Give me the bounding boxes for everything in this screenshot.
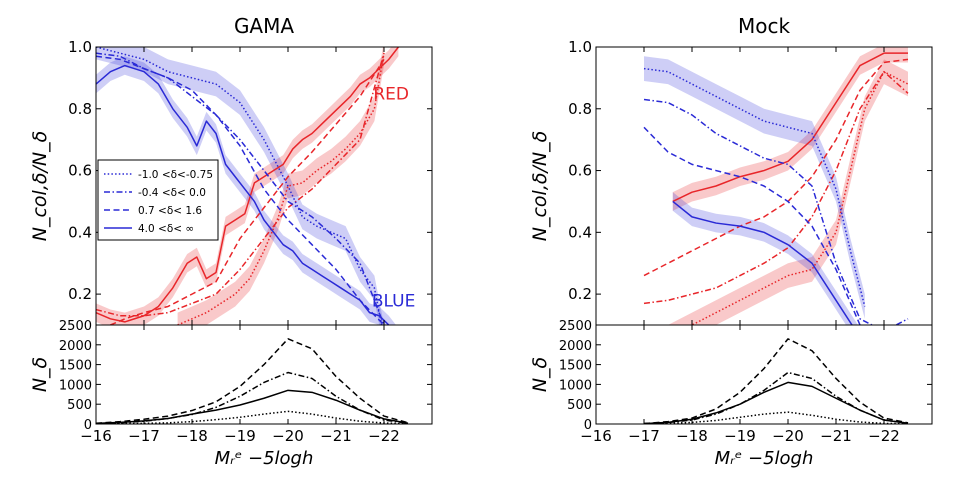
series-line [643, 338, 909, 424]
y-axis-label: N_col,δ/N_δ [29, 131, 51, 241]
x-tick-label: −17 [128, 427, 160, 445]
y-axis-label: N_δ [529, 357, 551, 392]
y-tick-label: 0 [584, 418, 592, 433]
series-line [96, 338, 409, 424]
confidence-band [96, 47, 399, 325]
series-line [110, 58, 385, 325]
series-line [177, 53, 385, 325]
series-line [643, 67, 866, 307]
y-tick-label: 1000 [59, 378, 92, 393]
series-line [96, 64, 390, 325]
series-line [643, 381, 909, 424]
y-tick-label: 0.4 [568, 223, 592, 241]
x-tick-label: −18 [176, 427, 208, 445]
legend-label: 4.0 <δ< ∞ [138, 223, 194, 235]
y-tick-label: 0.6 [68, 162, 92, 180]
chart-title: Mock [738, 14, 790, 38]
series-line [96, 389, 409, 424]
y-tick-label: 2500 [559, 319, 592, 334]
legend-label: -1.0 <δ<-0.75 [138, 169, 213, 181]
panel-frame [95, 324, 433, 425]
x-tick-label: −16 [80, 427, 112, 445]
panel-frame [595, 324, 933, 425]
annotation-label: BLUE [372, 291, 415, 311]
legend-label: -0.4 <δ< 0.0 [138, 187, 206, 199]
y-tick-label: 1.0 [568, 38, 592, 56]
y-tick-label: 1500 [559, 359, 592, 374]
series-line [96, 52, 385, 317]
y-tick-label: 500 [567, 398, 592, 413]
legend-box [97, 159, 219, 241]
x-tick-label: −21 [820, 427, 852, 445]
y-tick-label: 1000 [559, 378, 592, 393]
y-tick-label: 500 [67, 398, 92, 413]
x-axis-label: Mᵣᵉ −5logh [715, 448, 814, 469]
y-tick-label: 0.4 [68, 223, 92, 241]
series-line [643, 98, 909, 325]
series-line [643, 58, 909, 277]
y-tick-label: 2000 [59, 339, 92, 354]
x-tick-label: −16 [580, 427, 612, 445]
y-tick-label: 0.2 [68, 285, 92, 303]
series-line [672, 200, 853, 325]
x-axis-label: Mᵣᵉ −5logh [215, 448, 314, 469]
confidence-band [668, 59, 908, 325]
series-line [643, 70, 909, 305]
series-line [690, 70, 909, 325]
y-tick-label: 2500 [59, 319, 92, 334]
x-tick-label: −22 [868, 427, 900, 445]
panel-plot-area [643, 338, 909, 424]
x-tick-label: −19 [224, 427, 256, 445]
series-line [672, 52, 908, 203]
y-tick-label: 1500 [59, 359, 92, 374]
y-tick-label: 2000 [559, 339, 592, 354]
panel-plot-area [643, 47, 909, 325]
confidence-band [672, 47, 908, 211]
y-axis-label: N_col,δ/N_δ [529, 131, 551, 241]
x-tick-label: −20 [272, 427, 304, 445]
x-tick-label: −22 [368, 427, 400, 445]
x-tick-label: −19 [724, 427, 756, 445]
x-tick-label: −18 [676, 427, 708, 445]
x-tick-label: −20 [772, 427, 804, 445]
x-tick-label: −17 [628, 427, 660, 445]
panel-plot-area [96, 47, 399, 325]
y-tick-label: 0.6 [568, 162, 592, 180]
series-line [643, 371, 909, 424]
confidence-band [672, 192, 858, 325]
chart-title: GAMA [234, 14, 294, 38]
annotation-label: RED [373, 85, 409, 105]
series-line [96, 47, 399, 323]
legend-label: 0.7 <δ< 1.6 [138, 205, 202, 217]
series-line [96, 47, 383, 325]
series-line [96, 55, 385, 325]
x-tick-label: −21 [320, 427, 352, 445]
y-tick-label: 0.2 [568, 285, 592, 303]
series-line [96, 410, 409, 424]
y-tick-label: 1.0 [68, 38, 92, 56]
y-tick-label: 0.8 [568, 100, 592, 118]
panel-plot-area [96, 338, 409, 424]
y-axis-label: N_δ [29, 357, 51, 392]
y-tick-label: 0 [84, 418, 92, 433]
confidence-band [644, 56, 865, 319]
y-tick-label: 0.8 [68, 100, 92, 118]
